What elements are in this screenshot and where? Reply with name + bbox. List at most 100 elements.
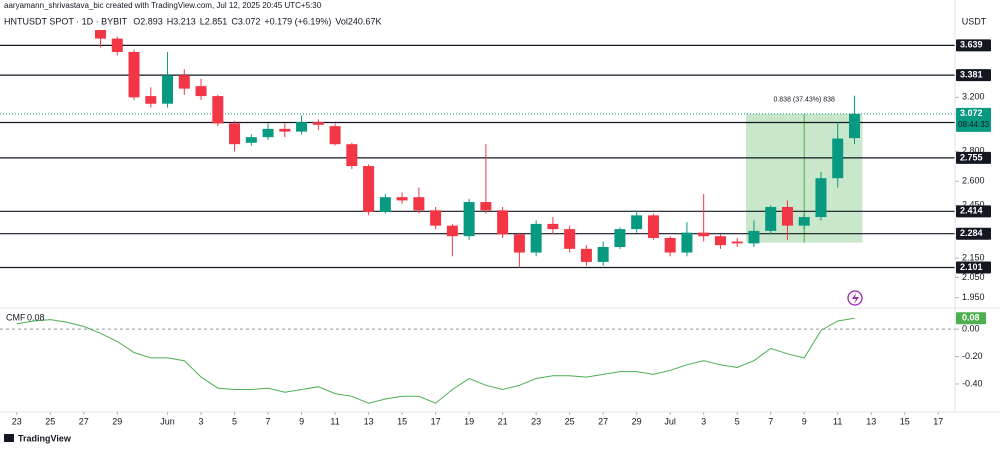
x-tick-label: 21 <box>498 416 508 426</box>
alert-icon[interactable] <box>847 290 863 306</box>
candle-body <box>765 206 777 231</box>
candle-body <box>698 232 710 237</box>
currency: USDT <box>962 16 987 26</box>
y-tick-label: 2.050 <box>962 272 985 282</box>
x-tick-label: 27 <box>79 416 89 426</box>
candle-body <box>647 215 659 238</box>
legend-text: L <box>200 16 205 26</box>
level-tag-label: 2.101 <box>960 262 983 272</box>
candle-body <box>714 236 726 246</box>
candle-body <box>815 178 827 218</box>
indicator-value: 0.08 <box>27 312 45 322</box>
candle-body <box>296 122 308 132</box>
candle-body <box>497 210 509 235</box>
indicator-tag <box>956 312 986 325</box>
candle-body <box>681 232 693 253</box>
x-tick-label: 11 <box>833 416 842 426</box>
candle-body <box>212 96 224 124</box>
x-tick-label: 29 <box>632 416 642 426</box>
candle-body <box>597 247 609 262</box>
y-tick-label: 0.00 <box>962 324 980 334</box>
candle-body <box>329 126 341 145</box>
x-tick-label: 9 <box>802 416 807 426</box>
indicator-name: CMF <box>6 312 26 322</box>
x-tick-label: 15 <box>397 416 407 426</box>
candle-body <box>564 229 576 249</box>
candle-body <box>781 206 793 226</box>
logo <box>4 434 14 442</box>
candle-body <box>95 30 107 39</box>
candle-body <box>379 197 391 212</box>
y-tick-label: -0.40 <box>962 378 983 388</box>
level-tag <box>956 227 991 240</box>
level-tag-label: 2.414 <box>960 206 983 216</box>
y-tick-label: 2.450 <box>962 200 985 210</box>
candle-body <box>346 144 358 167</box>
legend-text: 2.893 <box>140 16 163 26</box>
legend-text: Vol <box>335 16 348 26</box>
candle-body <box>731 241 743 244</box>
x-tick-label: 25 <box>565 416 575 426</box>
candle-body <box>848 113 860 139</box>
candle-body <box>413 197 425 211</box>
y-tick-label: 1.950 <box>962 292 985 302</box>
price-tag <box>956 107 991 132</box>
legend-text: C <box>231 16 238 26</box>
candle-body <box>195 86 207 97</box>
level-tag <box>956 151 991 164</box>
x-tick-label: 27 <box>598 416 608 426</box>
cmf-line <box>16 317 855 404</box>
x-tick-label: Jun <box>160 416 175 426</box>
credit: aaryamann_shrivastava_bic created with T… <box>4 1 322 10</box>
x-tick-label: 23 <box>531 416 541 426</box>
candle-body <box>396 197 408 201</box>
candle-body <box>111 38 123 52</box>
level-tag-label: 2.755 <box>960 152 983 162</box>
candle-body <box>178 75 190 89</box>
x-tick-label: Jul <box>664 416 676 426</box>
y-tick-label: 2.800 <box>962 146 985 156</box>
candle-body <box>614 229 626 248</box>
level-tag-label: 3.381 <box>960 69 983 79</box>
candle-body <box>748 230 760 244</box>
x-tick-label: 13 <box>866 416 876 426</box>
candle-body <box>262 128 274 138</box>
candle-body <box>229 123 241 145</box>
y-tick-label: 3.200 <box>962 92 985 102</box>
candle-body <box>430 210 442 226</box>
legend-text: HNTUSDT SPOT · 1D · BYBIT <box>4 16 128 26</box>
candle-body <box>279 128 291 132</box>
candle-body <box>145 96 157 104</box>
x-tick-label: 7 <box>768 416 773 426</box>
candle-body <box>245 137 257 143</box>
level-tag <box>956 39 991 52</box>
x-tick-label: 25 <box>45 416 55 426</box>
candle-body <box>530 223 542 253</box>
x-tick-label: 7 <box>266 416 271 426</box>
candle-body <box>446 225 458 237</box>
y-tick-label: 2.150 <box>962 253 985 263</box>
x-tick-label: 5 <box>232 416 237 426</box>
y-tick-label: 2.600 <box>962 176 985 186</box>
legend-text: +0.179 (+6.19%) <box>264 16 331 26</box>
candle-body <box>547 223 559 230</box>
candle-body <box>513 234 525 253</box>
candle-body <box>312 122 324 125</box>
level-tag <box>956 69 991 82</box>
alert-icon-bolt <box>852 293 859 304</box>
candle-body <box>363 166 375 212</box>
y-tick-label: -0.20 <box>962 351 983 361</box>
legend-text: 240.67K <box>348 16 382 26</box>
x-tick-label: 15 <box>900 416 910 426</box>
x-tick-label: 17 <box>933 416 943 426</box>
price-pane <box>0 30 955 269</box>
candle-body <box>798 217 810 226</box>
price-tag-label: 3.072 <box>960 108 983 118</box>
level-tag <box>956 261 991 274</box>
brand: TradingView <box>18 433 72 443</box>
candle-body <box>162 75 174 104</box>
x-tick-label: 19 <box>464 416 474 426</box>
candle-body <box>832 138 844 179</box>
legend-text: 2.851 <box>205 16 228 26</box>
candle-body <box>463 202 475 237</box>
